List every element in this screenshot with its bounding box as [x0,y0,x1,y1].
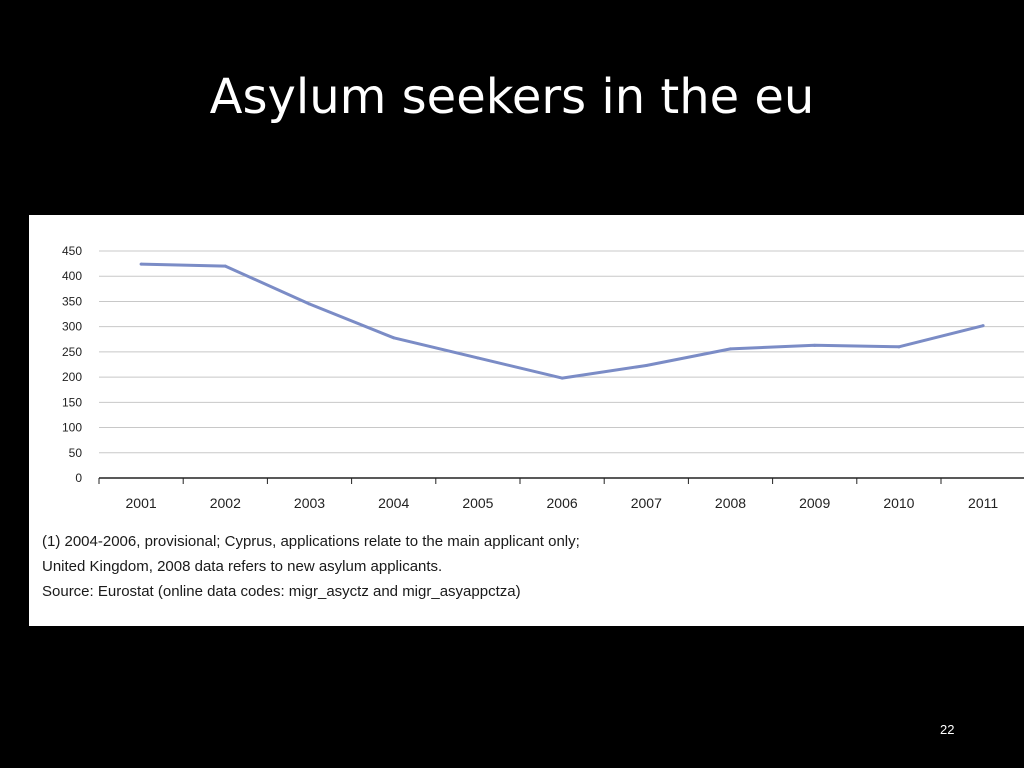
data-point [308,302,311,306]
data-point [560,376,564,380]
data-point [813,343,817,347]
x-tick-label: 2004 [378,495,409,511]
x-tick-label: 2011 [968,495,998,511]
y-tick-label: 0 [75,471,82,485]
line-chart: 0 50 100 150 200 250 300 350 400 450 2001 2002 2003 2… [62,244,1024,511]
x-tick-label: 2009 [799,495,830,511]
y-tick-label: 350 [62,294,82,308]
y-tick-label: 200 [62,370,82,384]
series-line [141,262,984,380]
note-united-kingdom: United Kingdom, 2008 data refers to new … [42,558,443,575]
data-point [897,345,901,349]
y-tick-label: 250 [62,345,82,359]
data-point [139,262,143,266]
data-point [392,336,396,340]
y-tick-label: 400 [62,269,82,283]
x-tick-label: 2010 [883,495,914,511]
note-source: Source: Eurostat (online data codes: mig… [42,583,521,600]
x-tick-label: 2002 [210,495,241,511]
slide-title: Asylum seekers in the eu [209,69,815,125]
y-tick-label: 50 [69,446,83,460]
x-tick-label: 2001 [126,495,157,511]
y-tick-label: 150 [62,395,82,409]
data-point [476,356,480,360]
data-point [981,324,985,328]
page-number: 22 [940,722,955,737]
data-point [644,364,648,368]
x-tick-label: 2008 [715,495,746,511]
data-point [729,347,732,351]
data-point [223,264,227,268]
x-tick-label: 2006 [547,495,578,511]
y-tick-label: 450 [62,244,82,258]
chart-panel: 0 50 100 150 200 250 300 350 400 450 2001 2002 2003 2… [29,215,1024,626]
y-tick-label: 100 [62,421,82,435]
x-tick-label: 2007 [631,495,662,511]
note-provisional: (1) 2004-2006, provisional; Cyprus, appl… [42,533,580,550]
x-tick-label: 2003 [294,495,325,511]
chart-notes: (1) 2004-2006, provisional; Cyprus, appl… [42,529,580,604]
x-tick-label: 2005 [462,495,493,511]
y-tick-label: 300 [62,320,82,334]
